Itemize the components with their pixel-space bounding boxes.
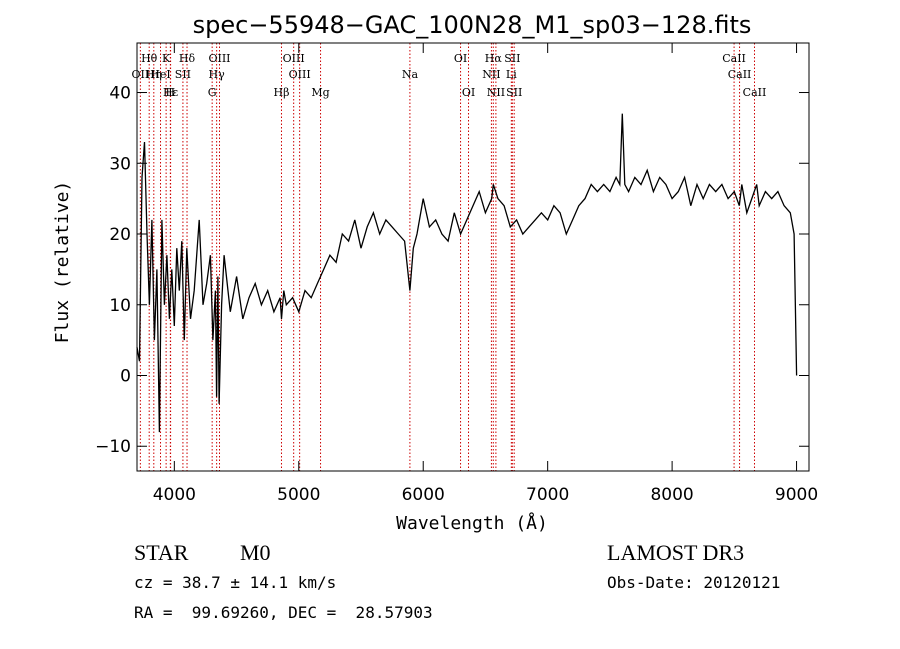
coordinates: RA = 99.69260, DEC = 28.57903	[134, 603, 433, 622]
y-tick-label-0: −10	[95, 437, 131, 457]
y-tick-label-2: 10	[109, 296, 131, 316]
redshift-velocity: cz = 38.7 ± 14.1 km/s	[134, 573, 337, 592]
plot-frame	[136, 42, 810, 472]
line-label-24: OI	[462, 86, 475, 99]
line-label-15: NII	[482, 68, 500, 81]
y-tick-label-5: 40	[109, 84, 131, 104]
spectral-subclass: M0	[240, 540, 271, 565]
y-axis-ticks: −10 0 10 20 30 40	[95, 84, 809, 457]
x-tick-label-0: 4000	[153, 485, 196, 505]
line-label-1: K	[162, 52, 171, 65]
x-tick-label-5: 9000	[775, 485, 818, 505]
line-label-10: Hη	[146, 68, 162, 81]
line-label-18: Hε	[163, 86, 179, 99]
x-tick-label-3: 7000	[526, 485, 569, 505]
line-label-20: G	[208, 86, 217, 99]
line-label-7: SII	[504, 52, 520, 65]
line-label-14: OIII	[289, 68, 311, 81]
line-label-3: OIII	[208, 52, 230, 65]
x-tick-label-4: 8000	[650, 485, 693, 505]
y-tick-label-3: 20	[109, 225, 131, 245]
line-label-26: SII	[506, 86, 522, 99]
observation-date: Obs-Date: 20120121	[607, 573, 781, 592]
line-label-13: Hγ	[209, 68, 226, 81]
y-tick-label-1: 0	[120, 366, 131, 386]
line-label-0: Hθ	[141, 52, 158, 65]
line-label-16: Li	[506, 68, 517, 81]
line-label-9: OII	[132, 68, 150, 81]
x-axis-ticks: 4000 5000 6000 7000 8000 9000	[153, 43, 818, 505]
line-label-25: NII	[487, 86, 505, 99]
survey-name: LAMOST DR3	[607, 540, 745, 565]
line-label-12: SII	[175, 68, 191, 81]
line-label-6: Hα	[485, 52, 503, 65]
y-tick-label-4: 30	[109, 154, 131, 174]
line-label-22: Mg	[311, 86, 329, 99]
line-label-2: Hδ	[179, 52, 196, 65]
line-label-5: OI	[454, 52, 467, 65]
y-axis-label: Flux (relative)	[52, 181, 73, 344]
chart-title: spec−55948−GAC_100N28_M1_sp03−128.fits	[193, 11, 752, 39]
line-label-27: CaII	[743, 86, 767, 99]
x-tick-label-1: 5000	[277, 485, 320, 505]
line-label-11: HeI	[150, 68, 170, 81]
line-label-19: H	[166, 86, 176, 99]
line-label-21: Hβ	[274, 86, 290, 99]
line-label-8: CaII	[722, 52, 746, 65]
spectrum-line	[136, 113, 798, 433]
line-label-17: CaII	[728, 68, 752, 81]
x-axis-label: Wavelength (Å)	[396, 512, 548, 534]
line-label-4: OIII	[283, 52, 305, 65]
spectral-class: STAR	[134, 540, 189, 565]
x-tick-label-2: 6000	[402, 485, 445, 505]
emission-line-markers	[139, 43, 755, 471]
line-label-23: Na	[402, 68, 419, 81]
